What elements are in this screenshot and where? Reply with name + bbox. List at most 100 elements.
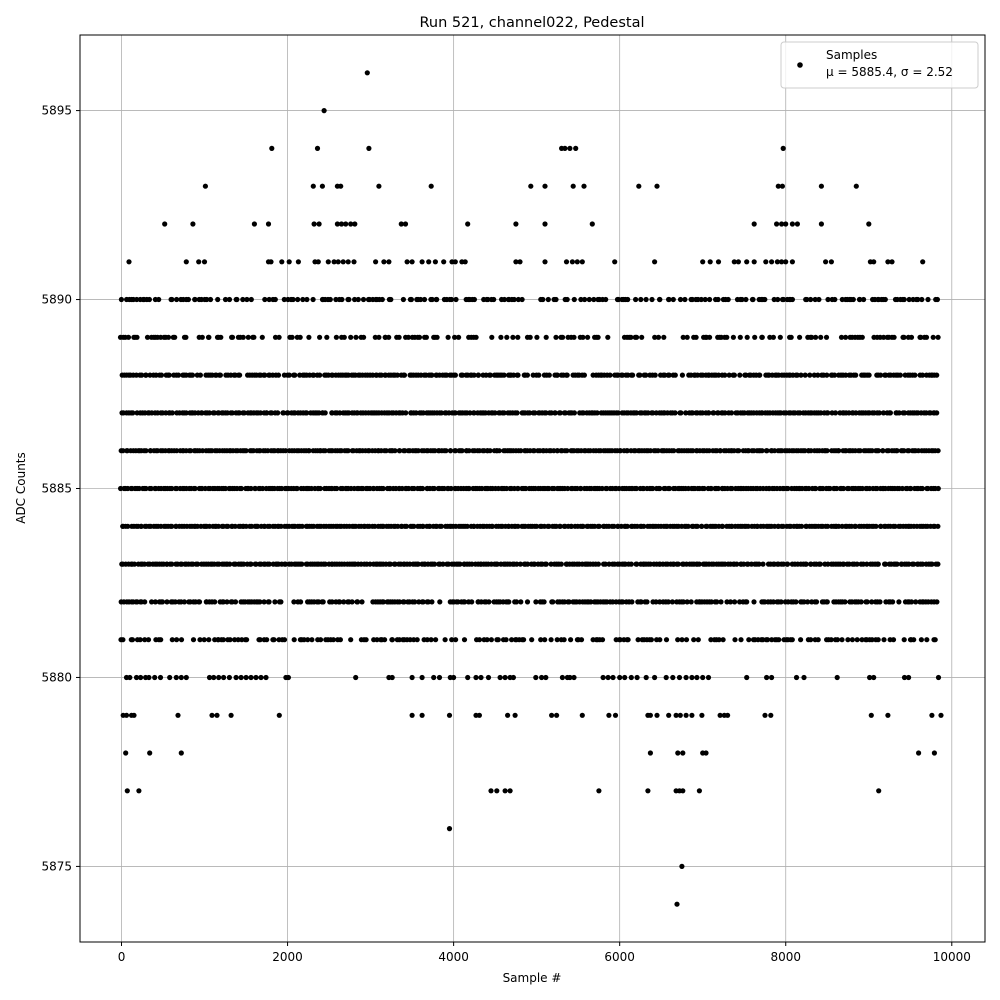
- data-point: [174, 296, 180, 303]
- data-point: [542, 259, 548, 265]
- data-point: [744, 259, 750, 265]
- data-point: [353, 334, 359, 340]
- data-point: [432, 259, 438, 265]
- data-point: [206, 674, 213, 681]
- data-point: [484, 637, 490, 643]
- data-point: [706, 410, 712, 416]
- data-point: [476, 637, 483, 643]
- data-point: [869, 637, 875, 643]
- data-point: [192, 296, 198, 303]
- data-point: [716, 637, 722, 643]
- data-point: [563, 259, 570, 265]
- data-point: [675, 637, 681, 643]
- data-point: [240, 296, 246, 303]
- data-point: [620, 599, 626, 605]
- data-point: [232, 599, 239, 605]
- data-point: [881, 637, 887, 643]
- data-point: [335, 259, 341, 265]
- data-point: [615, 410, 621, 416]
- data-point: [669, 599, 676, 605]
- data-point: [341, 599, 347, 605]
- data-point: [700, 259, 706, 265]
- data-point: [935, 485, 941, 492]
- data-point: [411, 523, 417, 529]
- data-point: [452, 410, 458, 416]
- data-point: [272, 334, 279, 340]
- data-point: [919, 485, 926, 492]
- data-point: [300, 296, 306, 303]
- data-point: [217, 372, 223, 378]
- data-point: [382, 637, 388, 643]
- data-point: [359, 599, 365, 605]
- data-point: [731, 372, 738, 378]
- x-tick-label: 8000: [770, 950, 801, 964]
- data-point: [935, 561, 941, 567]
- data-point: [693, 334, 699, 340]
- data-point: [243, 448, 249, 454]
- data-point: [403, 523, 410, 529]
- data-point: [868, 712, 874, 718]
- data-point: [437, 599, 443, 605]
- data-point: [261, 599, 267, 605]
- data-point: [125, 523, 131, 529]
- data-point: [680, 788, 686, 794]
- data-point: [283, 448, 289, 454]
- data-point: [408, 296, 414, 303]
- data-point: [244, 296, 250, 303]
- data-point: [517, 259, 523, 265]
- data-point: [760, 561, 766, 567]
- data-point: [596, 523, 602, 529]
- data-point: [780, 561, 787, 567]
- data-point: [431, 674, 437, 681]
- data-point: [676, 674, 683, 681]
- data-point: [550, 599, 556, 605]
- data-point: [295, 259, 301, 265]
- data-point: [571, 296, 577, 303]
- data-point: [502, 788, 508, 794]
- data-point: [546, 523, 552, 529]
- data-point: [567, 674, 573, 681]
- data-point: [607, 372, 613, 378]
- data-point: [779, 259, 785, 265]
- data-point: [298, 599, 304, 605]
- data-point: [554, 712, 560, 718]
- data-point: [174, 637, 180, 643]
- data-point: [834, 674, 840, 681]
- data-point: [717, 448, 724, 454]
- x-tick-label: 6000: [604, 950, 635, 964]
- x-axis-label: Sample #: [503, 971, 562, 985]
- data-point: [744, 334, 750, 340]
- data-point: [699, 523, 705, 529]
- data-point: [501, 296, 507, 303]
- data-point: [853, 523, 859, 529]
- data-point: [518, 448, 524, 454]
- data-point: [492, 410, 498, 416]
- data-point: [825, 561, 831, 567]
- data-point: [762, 712, 768, 718]
- data-point: [813, 599, 820, 605]
- data-point: [291, 637, 297, 643]
- data-point: [497, 674, 503, 681]
- data-point: [670, 674, 676, 681]
- data-point: [169, 410, 175, 416]
- data-point: [650, 485, 656, 492]
- data-point: [301, 637, 307, 643]
- data-point: [885, 259, 891, 265]
- data-point: [226, 674, 232, 681]
- data-point: [540, 296, 546, 303]
- data-point: [633, 410, 640, 416]
- data-point: [605, 674, 611, 681]
- data-point: [715, 485, 721, 492]
- data-point: [438, 410, 444, 416]
- data-point: [629, 599, 635, 605]
- data-point: [624, 448, 631, 454]
- data-point: [639, 334, 645, 340]
- data-point: [785, 485, 791, 492]
- data-point: [652, 334, 658, 340]
- data-point: [562, 145, 568, 151]
- data-point: [510, 372, 517, 378]
- data-point: [442, 637, 448, 643]
- data-point: [738, 637, 744, 643]
- data-point: [722, 372, 728, 378]
- data-point: [875, 448, 882, 454]
